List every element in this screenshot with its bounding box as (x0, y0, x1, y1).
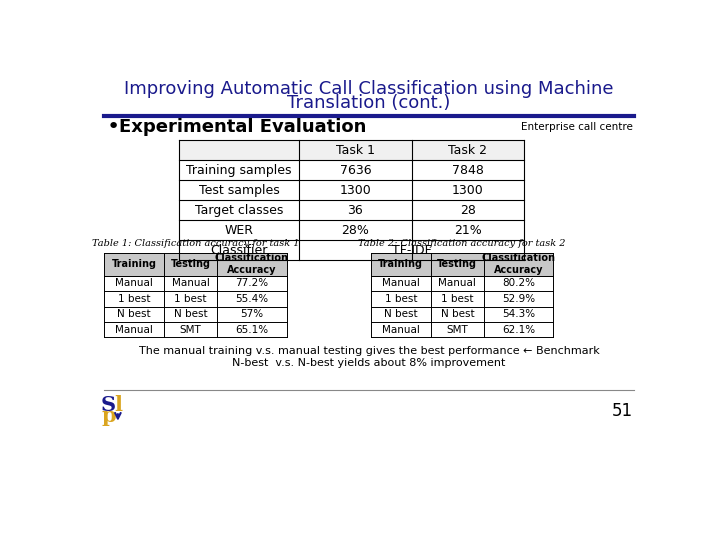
Text: WER: WER (225, 224, 253, 237)
Text: 1 best: 1 best (441, 294, 474, 304)
Text: 1300: 1300 (340, 184, 372, 197)
Text: •: • (107, 117, 120, 137)
Text: 7848: 7848 (452, 164, 484, 177)
Text: 36: 36 (348, 204, 364, 217)
Bar (179, 140, 524, 160)
Text: Training: Training (378, 259, 423, 269)
Text: 77.2%: 77.2% (235, 279, 269, 288)
Text: 51: 51 (611, 402, 632, 420)
Text: 1 best: 1 best (118, 294, 150, 304)
Text: 62.1%: 62.1% (502, 325, 535, 335)
Text: Experimental Evaluation: Experimental Evaluation (120, 118, 366, 136)
Text: 21%: 21% (454, 224, 482, 237)
Text: Classifier: Classifier (210, 244, 268, 257)
Text: Task 1: Task 1 (336, 144, 375, 157)
Text: Classification
Accuracy: Classification Accuracy (215, 253, 289, 275)
Text: Manual: Manual (172, 279, 210, 288)
Text: Manual: Manual (382, 279, 420, 288)
Text: N-best  v.s. N-best yields about 8% improvement: N-best v.s. N-best yields about 8% impro… (233, 358, 505, 368)
Text: Target classes: Target classes (195, 204, 284, 217)
Text: Manual: Manual (115, 279, 153, 288)
Text: 28: 28 (460, 204, 476, 217)
Text: 80.2%: 80.2% (502, 279, 535, 288)
Bar (104, 253, 287, 276)
Text: N best: N best (384, 309, 418, 319)
Bar (371, 253, 554, 276)
Text: N best: N best (117, 309, 151, 319)
Text: N best: N best (441, 309, 474, 319)
Text: 54.3%: 54.3% (502, 309, 535, 319)
Text: Training: Training (112, 259, 157, 269)
Text: 28%: 28% (341, 224, 369, 237)
Text: p: p (102, 406, 116, 426)
Text: Enterprise call centre: Enterprise call centre (521, 122, 632, 132)
Text: l: l (114, 395, 122, 415)
Text: SMT: SMT (180, 325, 202, 335)
Text: Manual: Manual (438, 279, 477, 288)
Text: Classification
Accuracy: Classification Accuracy (482, 253, 556, 275)
Text: Improving Automatic Call Classification using Machine: Improving Automatic Call Classification … (125, 80, 613, 98)
Text: 52.9%: 52.9% (502, 294, 535, 304)
Text: 55.4%: 55.4% (235, 294, 269, 304)
Text: Test samples: Test samples (199, 184, 279, 197)
Text: SMT: SMT (446, 325, 468, 335)
Text: Training samples: Training samples (186, 164, 292, 177)
Text: 7636: 7636 (340, 164, 372, 177)
Text: Table 2: Classification accuracy for task 2: Table 2: Classification accuracy for tas… (359, 239, 566, 248)
Text: 1 best: 1 best (174, 294, 207, 304)
Text: Manual: Manual (115, 325, 153, 335)
Text: Table 1: Classification accuracy for task 1: Table 1: Classification accuracy for tas… (91, 239, 299, 248)
Text: Task 2: Task 2 (449, 144, 487, 157)
Text: Testing: Testing (171, 259, 211, 269)
Text: 65.1%: 65.1% (235, 325, 269, 335)
Text: TF-IDF: TF-IDF (392, 244, 431, 257)
Text: 1 best: 1 best (384, 294, 417, 304)
Text: N best: N best (174, 309, 207, 319)
Text: 1300: 1300 (452, 184, 484, 197)
Text: S: S (101, 395, 116, 415)
Text: Testing: Testing (437, 259, 477, 269)
Text: Manual: Manual (382, 325, 420, 335)
Text: 57%: 57% (240, 309, 264, 319)
Text: The manual training v.s. manual testing gives the best performance ← Benchmark: The manual training v.s. manual testing … (139, 346, 599, 356)
Text: Translation (cont.): Translation (cont.) (287, 94, 451, 112)
